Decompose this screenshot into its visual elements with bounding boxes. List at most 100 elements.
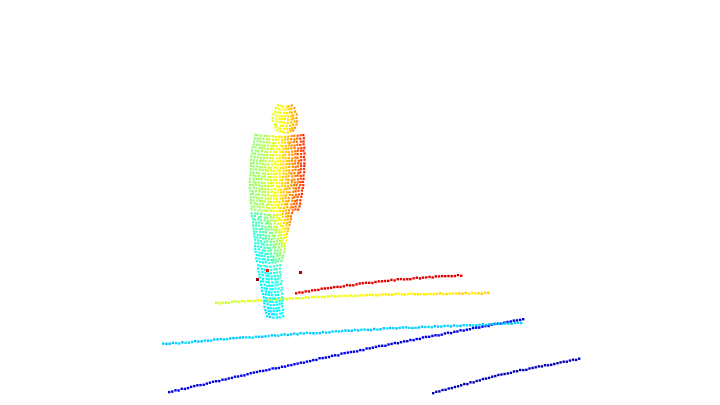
ground-point xyxy=(477,292,480,295)
body-point xyxy=(291,206,295,209)
ground-point xyxy=(230,376,234,380)
body-point xyxy=(271,160,274,163)
body-point xyxy=(296,143,299,146)
body-point xyxy=(294,110,297,113)
body-point xyxy=(274,278,277,281)
ground-point xyxy=(352,284,355,287)
body-point xyxy=(261,203,265,206)
ground-point xyxy=(393,279,396,282)
body-point xyxy=(284,144,287,148)
body-point xyxy=(263,302,266,305)
body-point xyxy=(279,166,282,169)
body-point xyxy=(278,185,281,188)
ground-point xyxy=(229,337,232,340)
body-point xyxy=(272,147,275,150)
ground-point xyxy=(443,324,446,328)
body-point xyxy=(287,175,290,178)
ground-point xyxy=(232,336,235,340)
body-point xyxy=(281,182,284,185)
body-point xyxy=(276,194,279,197)
body-point xyxy=(299,271,302,274)
body-point xyxy=(282,227,285,230)
ground-point xyxy=(240,300,243,303)
body-point xyxy=(271,234,274,237)
body-point xyxy=(297,169,300,172)
ground-point xyxy=(352,295,355,298)
ground-point xyxy=(200,340,203,343)
body-point xyxy=(264,261,267,264)
ground-point xyxy=(464,291,467,294)
body-point xyxy=(267,291,271,294)
ground-point xyxy=(471,291,474,295)
ground-point xyxy=(406,278,409,281)
body-point xyxy=(261,225,264,228)
body-point xyxy=(258,228,261,231)
body-point xyxy=(267,182,270,185)
ground-point xyxy=(438,390,441,393)
body-point xyxy=(266,284,269,287)
body-point xyxy=(279,150,282,153)
ground-point xyxy=(421,336,425,339)
body-point xyxy=(268,141,271,144)
body-point xyxy=(270,255,273,258)
ground-point xyxy=(266,298,269,301)
ground-point xyxy=(287,364,290,367)
ground-point xyxy=(574,358,578,362)
body-point xyxy=(302,137,305,140)
body-point xyxy=(264,308,267,312)
body-point xyxy=(285,232,289,236)
body-point xyxy=(285,166,288,169)
body-point xyxy=(264,194,267,197)
ground-point xyxy=(546,364,550,367)
body-point xyxy=(254,146,257,149)
ground-point xyxy=(371,293,375,297)
body-point xyxy=(292,187,295,190)
body-point xyxy=(260,280,263,283)
body-point xyxy=(249,158,252,161)
body-point xyxy=(294,156,297,159)
body-point xyxy=(279,124,282,127)
body-point xyxy=(278,157,281,160)
body-point xyxy=(279,251,282,254)
ground-point xyxy=(364,281,368,284)
body-point xyxy=(279,222,282,225)
body-point xyxy=(265,300,268,303)
body-point xyxy=(271,163,274,166)
body-point xyxy=(296,156,299,159)
ground-point xyxy=(436,325,440,328)
body-point xyxy=(259,203,262,206)
body-point xyxy=(254,190,258,193)
body-point xyxy=(276,191,279,194)
body-point xyxy=(283,121,286,124)
ground-point xyxy=(399,277,403,281)
body-point xyxy=(267,225,270,228)
body-point xyxy=(299,202,302,205)
body-point xyxy=(276,280,279,283)
ground-point xyxy=(181,341,184,344)
body-point xyxy=(290,121,293,124)
body-point xyxy=(297,208,300,211)
ground-point xyxy=(227,377,230,380)
body-point xyxy=(286,203,289,206)
ground-point xyxy=(314,295,317,298)
body-point xyxy=(284,215,288,218)
body-point xyxy=(288,220,291,224)
body-point xyxy=(298,205,301,208)
body-point xyxy=(264,175,267,178)
body-point xyxy=(286,131,290,134)
ground-point xyxy=(224,378,227,381)
body-point xyxy=(268,261,271,264)
body-point xyxy=(288,187,291,190)
body-point xyxy=(266,209,269,212)
body-point xyxy=(255,257,258,260)
ground-point xyxy=(320,287,323,290)
body-point xyxy=(281,175,284,179)
body-point xyxy=(296,137,299,140)
body-point xyxy=(285,200,288,203)
body-point xyxy=(281,210,285,213)
body-point xyxy=(275,166,279,169)
body-point xyxy=(266,306,270,309)
body-point xyxy=(266,213,269,217)
body-point xyxy=(260,289,264,292)
body-point xyxy=(256,233,259,236)
